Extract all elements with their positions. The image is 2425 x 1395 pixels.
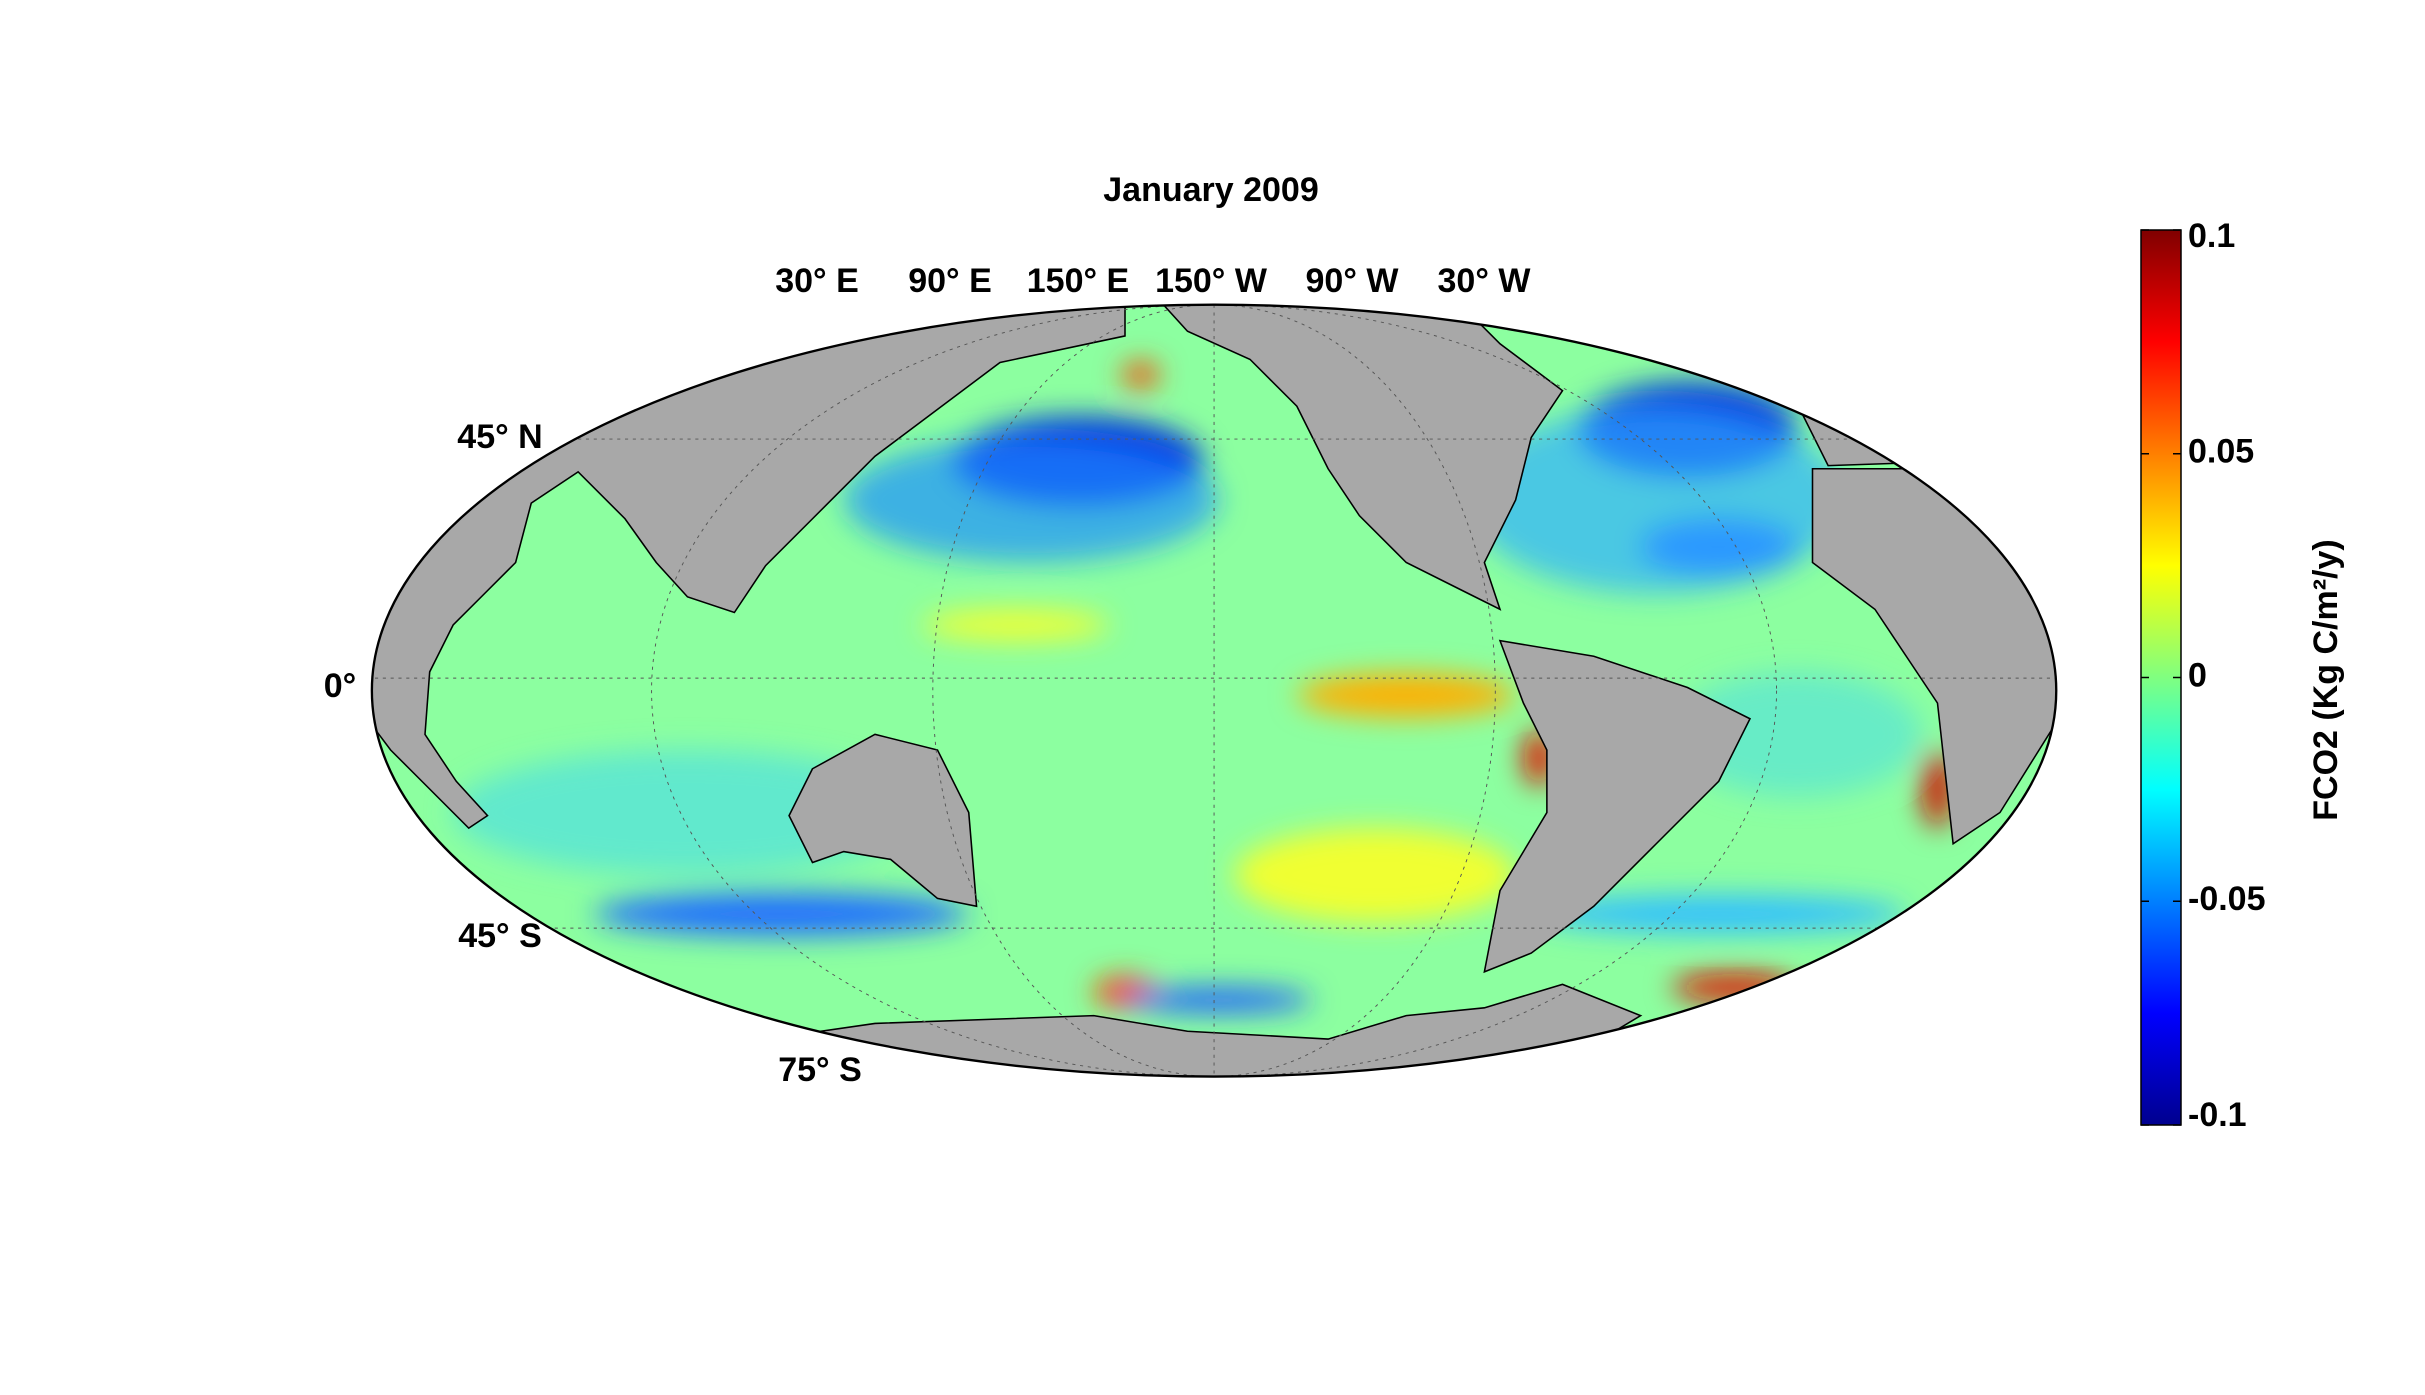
title: January 2009 <box>1103 171 1319 209</box>
colorbar-tick-label: -0.1 <box>2188 1096 2247 1134</box>
map-outline <box>370 303 2058 1078</box>
lat-label: 45° S <box>458 917 542 955</box>
colorbar-tick-label: 0 <box>2188 656 2207 694</box>
lat-label: 45° N <box>457 418 542 456</box>
map <box>370 303 2058 1078</box>
colorbar-label: FCO2 (Kg C/m²/y) <box>2307 539 2345 820</box>
lon-label: 150° E <box>1027 262 1129 300</box>
graticule <box>371 304 2057 1077</box>
colorbar-tick-label: 0.1 <box>2188 217 2235 255</box>
colorbar-tick-label: -0.05 <box>2188 880 2266 918</box>
colorbar-tick-label: 0.05 <box>2188 433 2254 471</box>
lat-label: 0° <box>324 667 357 705</box>
lat-label: 75° S <box>778 1051 862 1089</box>
lon-label: 90° W <box>1306 262 1400 300</box>
lon-label: 30° W <box>1438 262 1532 300</box>
lon-label: 90° E <box>908 262 992 300</box>
lon-label: 150° W <box>1155 262 1268 300</box>
flux-field <box>453 362 1954 1013</box>
lon-label: 30° E <box>775 262 859 300</box>
